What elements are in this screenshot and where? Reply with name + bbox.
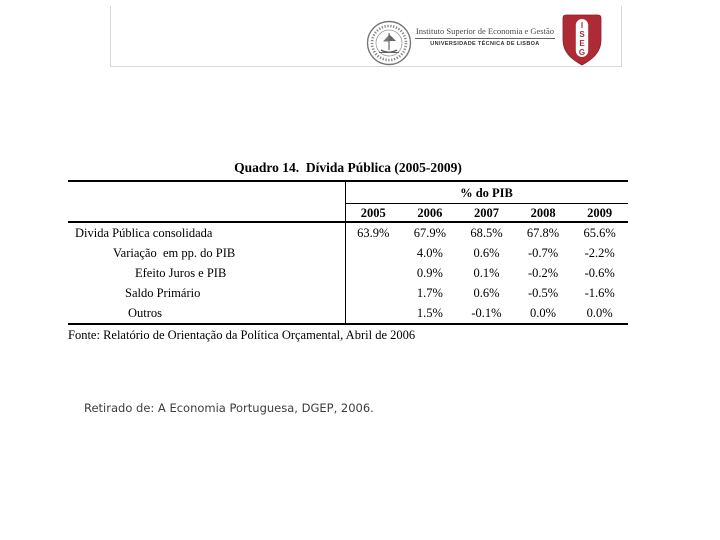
row-label: Outros xyxy=(128,306,163,320)
table-row: Efeito Juros e PIB 0.9% 0.1% -0.2% -0.6% xyxy=(68,263,628,283)
institution-wordmark: Instituto Superior de Economia e Gestão … xyxy=(414,26,555,47)
cell-value: 0.6% xyxy=(473,286,500,300)
table-column-divider xyxy=(345,182,346,323)
cell-value: 0.0% xyxy=(530,306,557,320)
cell-value xyxy=(345,243,402,263)
cell-value: 67.8% xyxy=(526,226,560,240)
cell-value: -0.1% xyxy=(471,306,502,320)
year-header: 2008 xyxy=(530,206,556,220)
cell-value: 0.9% xyxy=(416,266,443,280)
row-label: Variação em pp. do PIB xyxy=(113,246,236,260)
year-header: 2007 xyxy=(473,206,499,220)
slide-caption: Retirado de: A Economia Portuguesa, DGEP… xyxy=(84,401,374,415)
shield-letter: S xyxy=(579,30,585,39)
cell-value: -1.6% xyxy=(584,286,615,300)
cell-value: 0.6% xyxy=(473,246,500,260)
cell-value: 65.6% xyxy=(583,226,616,240)
year-header: 2006 xyxy=(417,206,443,220)
table-year-header-row: 2005 2006 2007 2008 2009 xyxy=(68,204,628,223)
table-row: Outros 1.5% -0.1% 0.0% 0.0% xyxy=(68,303,628,323)
cell-value: 67.9% xyxy=(413,226,447,240)
cell-value: -2.2% xyxy=(584,246,615,260)
cell-value: 1.7% xyxy=(416,286,443,300)
group-header-pib: % do PIB xyxy=(345,182,628,204)
cell-value: 68.5% xyxy=(470,226,503,240)
label-column-spacer xyxy=(68,182,345,204)
institution-subtitle: UNIVERSIDADE TÉCNICA DE LISBOA xyxy=(430,41,540,47)
table-row: Variação em pp. do PIB 4.0% 0.6% -0.7% -… xyxy=(68,243,628,263)
cell-value xyxy=(345,303,402,323)
cell-value: -0.5% xyxy=(527,286,559,300)
header-band: Instituto Superior de Economia e Gestão … xyxy=(110,6,622,67)
table-source-note: Fonte: Relatório de Orientação da Políti… xyxy=(68,328,416,342)
row-label: Efeito Juros e PIB xyxy=(135,266,227,280)
cell-value: 63.9% xyxy=(357,226,390,240)
label-column-spacer xyxy=(68,204,345,221)
cell-value: 0.0% xyxy=(586,306,613,320)
cell-value xyxy=(345,283,402,303)
shield-letter: G xyxy=(579,48,585,57)
cell-value: 0.1% xyxy=(473,266,500,280)
table-grid: % do PIB 2005 2006 2007 2008 2009 Divida… xyxy=(68,180,628,325)
row-label: Divida Pública consolidada xyxy=(75,226,213,240)
shield-letter: E xyxy=(579,39,585,48)
cell-value: -0.7% xyxy=(527,246,559,260)
cell-value: 1.5% xyxy=(416,306,443,320)
table-row: Divida Pública consolidada 63.9% 67.9% 6… xyxy=(68,223,628,243)
institution-name: Instituto Superior de Economia e Gestão xyxy=(414,26,555,39)
year-header: 2009 xyxy=(587,206,613,220)
shield-letter: I xyxy=(581,21,583,30)
cell-value: -0.6% xyxy=(584,266,615,280)
cell-value xyxy=(345,263,402,283)
table-group-header-row: % do PIB xyxy=(68,182,628,204)
quadro-14-table: Quadro 14. Dívida Pública (2005-2009) % … xyxy=(68,160,628,343)
cell-value: 4.0% xyxy=(416,246,443,260)
iseg-shield-icon: I S E G xyxy=(562,14,602,66)
row-label: Saldo Primário xyxy=(125,286,201,300)
year-header: 2005 xyxy=(360,206,386,220)
university-seal-icon xyxy=(366,20,412,66)
table-row: Saldo Primário 1.7% 0.6% -0.5% -1.6% xyxy=(68,283,628,303)
table-title: Quadro 14. Dívida Pública (2005-2009) xyxy=(234,160,462,175)
logo-cluster: Instituto Superior de Economia e Gestão … xyxy=(366,6,602,66)
cell-value: -0.2% xyxy=(527,266,559,280)
